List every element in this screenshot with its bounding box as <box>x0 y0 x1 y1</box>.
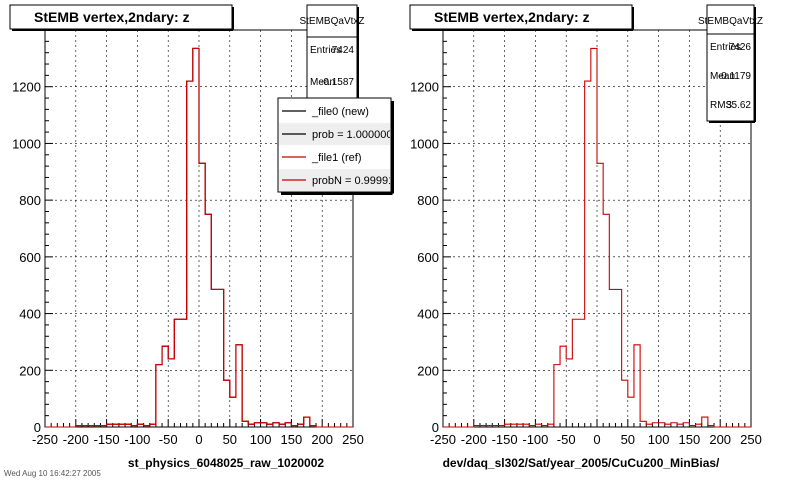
x-tick-label: 200 <box>709 432 731 447</box>
x-tick-label: -150 <box>94 432 120 447</box>
x-tick-label: -50 <box>159 432 178 447</box>
x-tick-label: 0 <box>195 432 202 447</box>
legend-entries: _file0 (new) prob = 1.000000 _file1 (ref) p… <box>279 106 400 191</box>
stats-label: RMS <box>710 100 733 111</box>
stats-value: -0.1587 <box>320 77 354 88</box>
y-tick-label: 0 <box>34 420 41 435</box>
chart-title: StEMB vertex,2ndary: z <box>34 9 190 25</box>
x-tick-label: 150 <box>281 432 303 447</box>
x-tick-label: -50 <box>557 432 576 447</box>
y-tick-label: 200 <box>19 363 41 378</box>
x-tick-label: 50 <box>621 432 635 447</box>
x-tick-label: 50 <box>223 432 237 447</box>
histogram-series-line <box>443 47 751 428</box>
stats-label: Entries <box>710 42 741 53</box>
y-tick-label: 400 <box>417 307 439 322</box>
stats-value: 7426 <box>729 42 752 53</box>
y-tick-label: 600 <box>19 250 41 265</box>
x-tick-label: 250 <box>740 432 762 447</box>
x-tick-label: 250 <box>342 432 364 447</box>
stats-box-name: StEMBQaVtxZ <box>698 16 763 27</box>
y-tick-label: 1200 <box>12 80 41 95</box>
stats-value: 7424 <box>332 45 355 56</box>
histogram-series-line-overlay <box>45 47 353 428</box>
y-tick-label: 1200 <box>410 80 439 95</box>
stats-label: Entries <box>310 45 341 56</box>
y-tick-label: 1000 <box>12 136 41 151</box>
legend-row-bg <box>279 169 390 191</box>
stats-box-name: StEMBQaVtxZ <box>299 16 364 27</box>
x-tick-label: -250 <box>430 432 456 447</box>
x-tick-label: -250 <box>32 432 58 447</box>
stats-box <box>306 4 358 102</box>
x-tick-label: 100 <box>648 432 670 447</box>
legend-label: prob = 1.000000 <box>312 129 392 141</box>
stats-label: Mean <box>710 71 735 82</box>
y-tick-label: 0 <box>432 420 439 435</box>
y-tick-label: 800 <box>19 193 41 208</box>
x-tick-label: -100 <box>522 432 548 447</box>
stats-value: -0.1179 <box>718 71 752 82</box>
legend: _file0 (new) prob = 1.000000 _file1 (ref) p… <box>277 97 400 195</box>
stats-label: Mean <box>310 77 335 88</box>
x-tick-label: -100 <box>124 432 150 447</box>
footer-timestamp: Wed Aug 10 16:42:27 2005 <box>4 469 101 478</box>
y-tick-label: 400 <box>19 307 41 322</box>
x-axis-label: dev/daq_sl302/Sat/year_2005/CuCu200_MinB… <box>443 456 720 470</box>
chart-title: StEMB vertex,2ndary: z <box>434 9 590 25</box>
legend-label: _file1 (ref) <box>311 152 362 164</box>
histogram-panel-2: -250 -200 -150 -100 -50 0 50 100 150 200 250 0 200 40… <box>409 4 763 470</box>
x-tick-label: -150 <box>492 432 518 447</box>
legend-label: _file0 (new) <box>311 106 369 118</box>
x-tick-label: -200 <box>63 432 89 447</box>
stats-value: 35.62 <box>726 100 751 111</box>
x-tick-label: 100 <box>250 432 272 447</box>
x-tick-label: 0 <box>593 432 600 447</box>
legend-label: probN = 0.999918 <box>312 175 400 187</box>
x-tick-label: 200 <box>311 432 333 447</box>
x-tick-label: 150 <box>679 432 701 447</box>
y-tick-label: 200 <box>417 363 439 378</box>
stats-box <box>706 4 755 122</box>
y-tick-label: 800 <box>417 193 439 208</box>
histogram-panel-1: -250 -200 -150 -100 -50 0 50 100 150 200 250 0 200 40… <box>9 4 400 470</box>
x-tick-label: -200 <box>461 432 487 447</box>
y-tick-label: 1000 <box>410 136 439 151</box>
title-box <box>409 4 633 30</box>
y-tick-label: 600 <box>417 250 439 265</box>
x-axis-label: st_physics_6048025_raw_1020002 <box>128 456 324 470</box>
legend-row-bg <box>279 123 390 145</box>
